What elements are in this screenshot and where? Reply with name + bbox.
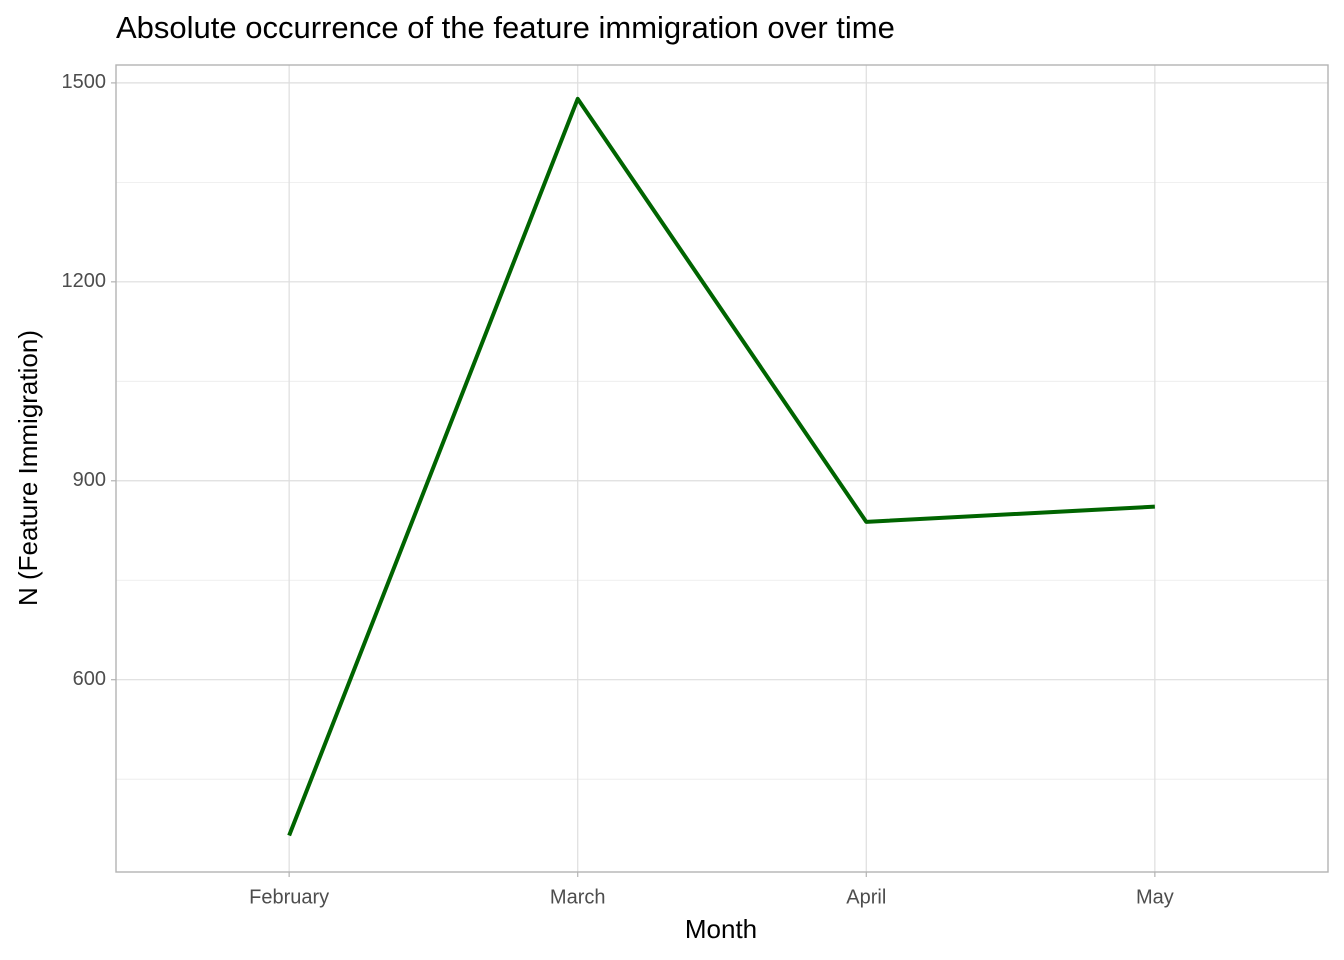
x-axis-title: Month [685,914,757,944]
x-tick-label: February [249,886,329,908]
line [287,96,1155,837]
x-tick-label: May [1136,886,1174,908]
y-axis-title: N (Feature Immigration) [13,330,43,606]
chart-title: Absolute occurrence of the feature immig… [116,10,895,45]
y-tick-label: 1500 [62,71,107,93]
panel-border [115,64,1329,873]
y-tick-label: 600 [73,668,106,690]
x-tick-label: April [846,886,886,908]
y-tick-label: 1200 [62,270,107,292]
y-tick-label: 900 [73,469,106,491]
x-tick-label: March [550,886,606,908]
